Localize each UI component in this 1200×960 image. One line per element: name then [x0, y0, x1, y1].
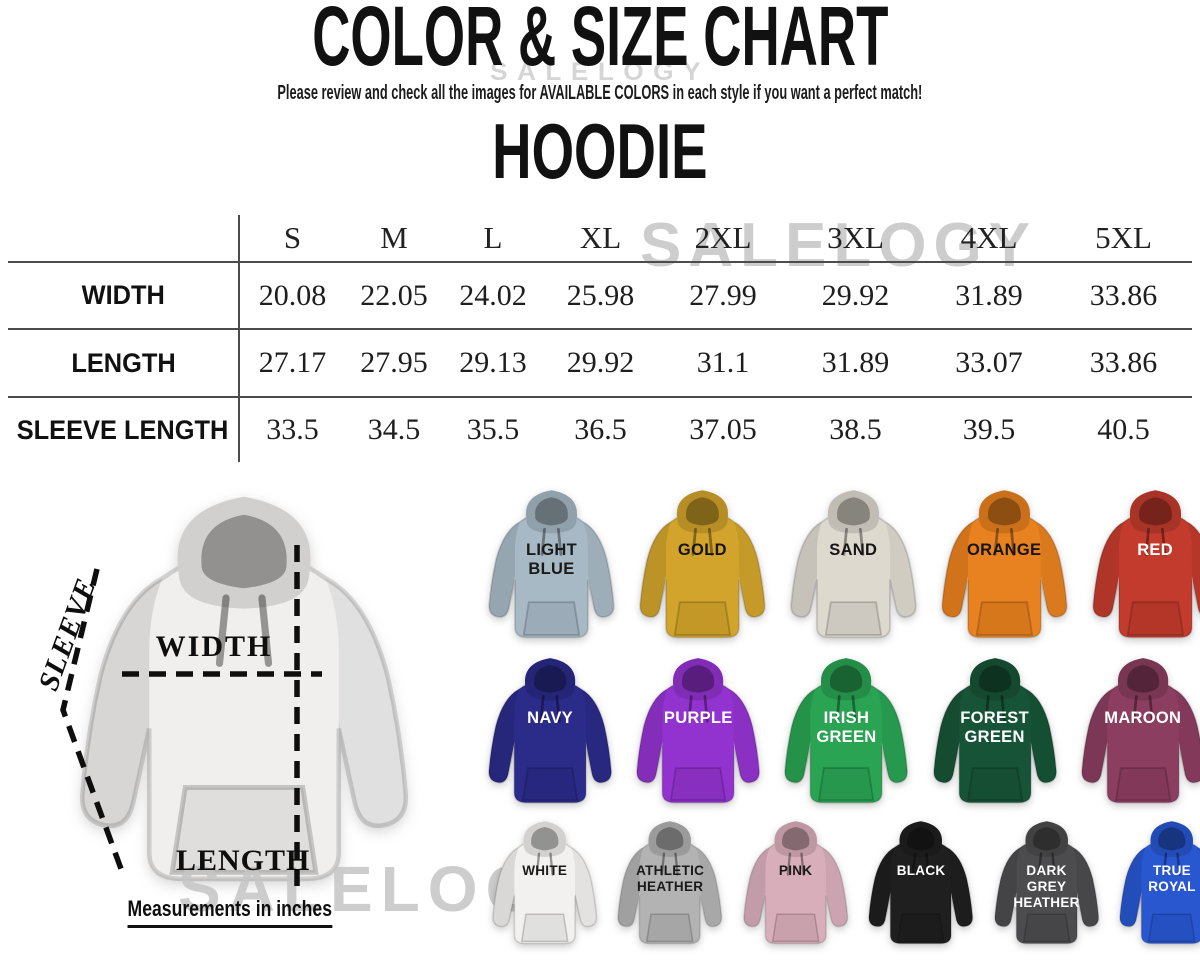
color-swatch-athletic-heather: ATHLETIC HEATHER: [607, 816, 732, 954]
color-swatch-red: RED: [1080, 484, 1200, 650]
column-header-xl: XL: [543, 215, 658, 263]
table-cell: 33.86: [1055, 330, 1192, 398]
table-cell: 25.98: [543, 263, 658, 330]
hoodie-icon: [624, 652, 772, 815]
color-swatch-dark-grey-heather: DARK GREY HEATHER: [984, 816, 1109, 954]
hoodie-icon: [778, 484, 929, 650]
table-cell: 37.05: [689, 413, 757, 446]
table-cell: 24.02: [443, 263, 543, 330]
color-name: FOREST GREEN: [960, 709, 1029, 747]
color-name: IRISH GREEN: [816, 709, 877, 747]
table-cell: 29.92: [543, 330, 658, 398]
table-cell: 35.5: [466, 413, 520, 446]
table-cell: 31.1: [658, 330, 788, 398]
measurement-hoodie-image: [48, 478, 440, 914]
table-cell: 33.07: [923, 330, 1055, 398]
color-swatch-true-royal: TRUE ROYAL: [1109, 816, 1200, 954]
hoodie-icon: [733, 816, 858, 954]
column-header-4xl: 4XL: [923, 215, 1055, 263]
table-cell: 34.5: [367, 413, 421, 446]
table-cell: 29.13: [443, 330, 543, 398]
color-name: LIGHT BLUE: [525, 541, 577, 579]
color-swatch-pink: PINK: [733, 816, 858, 954]
hoodie-icon: [1069, 652, 1200, 815]
color-swatch-orange: ORANGE: [929, 484, 1080, 650]
color-swatch-sand: SAND: [778, 484, 929, 650]
page-title: COLOR & SIZE CHART: [311, 0, 889, 83]
hoodie-icon: [1080, 484, 1200, 650]
color-name: NAVY: [527, 709, 573, 727]
color-name: WHITE: [522, 863, 568, 878]
color-swatch-gold: GOLD: [627, 484, 778, 650]
color-name: SAND: [829, 541, 878, 559]
column-header-m: M: [345, 215, 443, 263]
table-cell: 36.5: [574, 413, 627, 446]
subtitle: Please review and check all the images f…: [277, 82, 923, 104]
color-row-2: NAVY PURPLE IRISH GREEN FOREST GREEN MAR…: [476, 652, 1160, 815]
color-name: ORANGE: [967, 541, 1042, 559]
row-label-sleeve-length: SLEEVE LENGTH: [8, 398, 240, 462]
color-name: PURPLE: [663, 709, 733, 727]
table-cell: 20.08: [240, 263, 345, 330]
color-name: PINK: [778, 863, 813, 878]
hoodie-icon: [482, 816, 607, 954]
row-label-width: WIDTH: [8, 263, 240, 330]
color-name: MAROON: [1104, 709, 1182, 727]
table-cell: 27.99: [658, 263, 788, 330]
table-cell: 31.89: [923, 263, 1055, 330]
column-header-2xl: 2XL: [658, 215, 788, 263]
table-cell: 27.95: [345, 330, 443, 398]
table-cell: 27.17: [240, 330, 345, 398]
table-cell: 38.5: [829, 413, 882, 446]
hoodie-icon: [858, 816, 983, 954]
hoodie-icon: [476, 652, 624, 815]
table-cell: 40.5: [1097, 413, 1150, 446]
color-name: ATHLETIC HEATHER: [636, 863, 705, 894]
hoodie-icon: [929, 484, 1080, 650]
column-header-s: S: [240, 215, 345, 263]
color-name: TRUE ROYAL: [1148, 863, 1196, 894]
color-swatch-forest-green: FOREST GREEN: [921, 652, 1069, 815]
color-swatch-purple: PURPLE: [624, 652, 772, 815]
color-row-1: LIGHT BLUE GOLD SAND ORANGE RED: [476, 484, 1160, 650]
color-swatch-irish-green: IRISH GREEN: [772, 652, 920, 815]
table-cell: 22.05: [345, 263, 443, 330]
color-swatch-black: BLACK: [858, 816, 983, 954]
color-swatch-light-blue: LIGHT BLUE: [476, 484, 627, 650]
color-row-3: WHITE ATHLETIC HEATHER PINK BLACK DARK G…: [482, 816, 1157, 954]
hoodie-icon: [48, 478, 440, 914]
color-name: GOLD: [677, 541, 727, 559]
color-name: RED: [1137, 541, 1173, 559]
product-heading: HOODIE: [492, 107, 708, 195]
color-name: DARK GREY HEATHER: [1013, 863, 1080, 910]
table-cell: 33.86: [1055, 263, 1192, 330]
color-swatch-maroon: MAROON: [1069, 652, 1200, 815]
color-name: BLACK: [896, 863, 946, 878]
table-cell: 31.89: [788, 330, 923, 398]
size-table: S M L XL 2XL 3XL 4XL 5XL WIDTH 20.08 22.…: [8, 215, 1192, 462]
column-header-5xl: 5XL: [1055, 215, 1192, 263]
table-cell: 29.92: [788, 263, 923, 330]
column-header-l: L: [443, 215, 543, 263]
color-swatch-navy: NAVY: [476, 652, 624, 815]
hoodie-icon: [627, 484, 778, 650]
row-label-length: LENGTH: [8, 330, 240, 398]
table-cell: 33.5: [266, 413, 319, 446]
color-swatch-white: WHITE: [482, 816, 607, 954]
column-header-3xl: 3XL: [788, 215, 923, 263]
table-cell: 39.5: [962, 413, 1016, 446]
table-corner-cell: [8, 215, 240, 263]
